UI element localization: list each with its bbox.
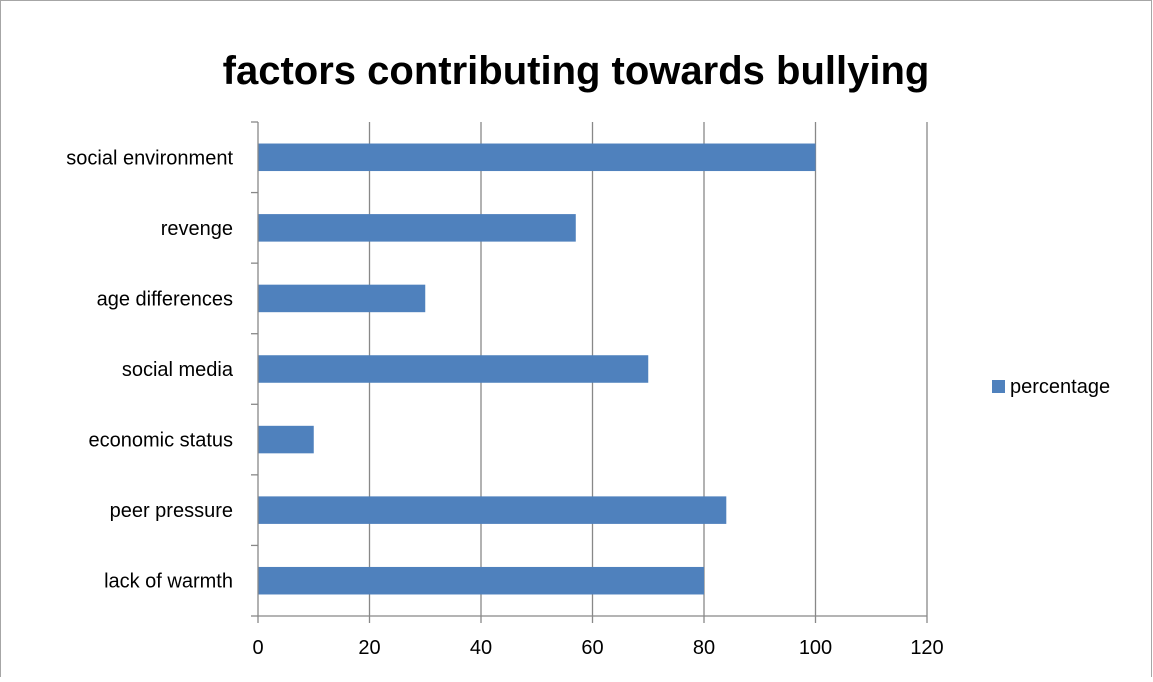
x-tick-label: 80 (693, 637, 715, 659)
category-label: lack of warmth (104, 571, 233, 593)
x-tick-label: 0 (252, 637, 263, 659)
category-label: peer pressure (110, 500, 233, 522)
x-tick-label: 100 (799, 637, 832, 659)
category-label: social media (122, 359, 234, 381)
category-label: social environment (66, 147, 233, 169)
category-label: economic status (88, 430, 233, 452)
bar-revenge (258, 214, 576, 242)
axes (251, 121, 928, 623)
bar-social-environment (258, 143, 816, 172)
bar-peer-pressure (258, 496, 727, 524)
legend: percentage (992, 376, 1110, 398)
bar-lack-of-warmth (258, 566, 704, 595)
category-label: age differences (97, 288, 233, 310)
bar-age-differences (258, 284, 426, 313)
x-tick-label: 20 (358, 637, 380, 659)
x-tick-label: 120 (910, 637, 943, 659)
bar-economic-status (258, 425, 314, 454)
legend-swatch-percentage (992, 380, 1005, 393)
x-tick-label: 60 (581, 637, 603, 659)
bar-social-media (258, 355, 649, 383)
x-tick-label: 40 (470, 637, 492, 659)
chart-title: factors contributing towards bullying (223, 49, 930, 93)
labels: 0 20 40 60 80 100 120 lack of warmth peer pressu… (66, 147, 943, 659)
category-label: revenge (161, 218, 233, 240)
bars (258, 143, 816, 595)
legend-label-percentage: percentage (1010, 376, 1110, 398)
